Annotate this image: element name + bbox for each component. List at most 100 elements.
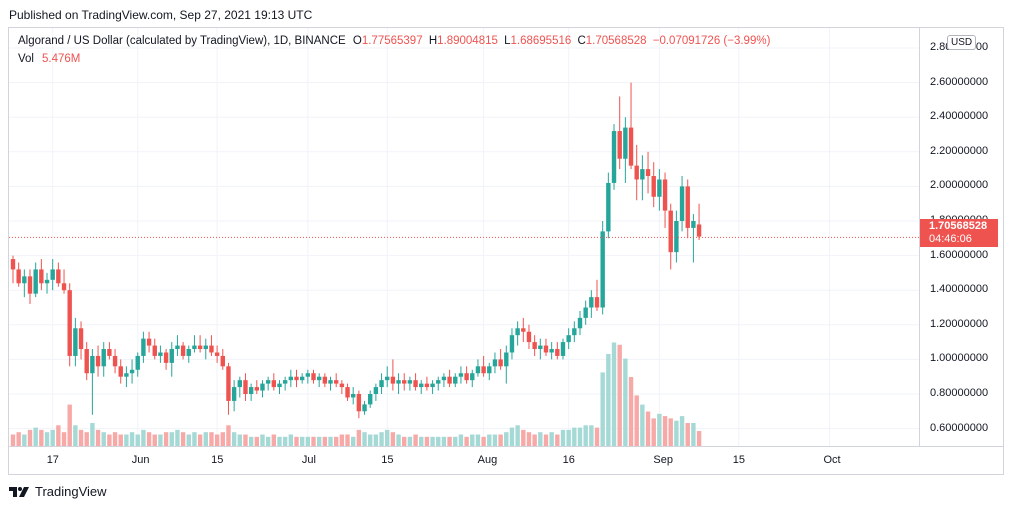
candle-body — [555, 349, 560, 356]
candlestick-chart[interactable] — [9, 28, 919, 446]
volume-bar — [679, 416, 685, 446]
price-pane[interactable] — [9, 28, 919, 446]
volume-bar — [572, 427, 577, 446]
candle-body — [345, 387, 350, 398]
candle-body — [640, 169, 645, 180]
candle-body — [107, 349, 112, 356]
volume-bar — [379, 432, 384, 446]
candle-body — [526, 331, 532, 343]
candle-body — [124, 373, 129, 377]
volume-bar — [532, 434, 537, 446]
candle-body — [685, 186, 690, 228]
symbol-legend: Algorand / US Dollar (calculated by Trad… — [18, 35, 770, 47]
candle-body — [322, 376, 328, 384]
candle-body — [509, 335, 515, 353]
volume-bar — [67, 404, 72, 446]
volume-bar — [299, 436, 305, 446]
volume-bar — [696, 431, 702, 446]
volume-bar — [430, 436, 435, 446]
price-tick-label: 2.60000000 — [930, 75, 989, 88]
candle-body — [662, 179, 668, 211]
volume-bar — [470, 434, 475, 446]
candle-body — [651, 176, 656, 197]
low-value: 1.68695516 — [510, 35, 572, 47]
volume-bar — [356, 429, 362, 446]
candle-body — [447, 376, 452, 384]
candle-body — [657, 179, 662, 197]
candle-body — [566, 335, 571, 343]
volume-bar — [10, 434, 16, 446]
volume-bar — [175, 429, 180, 446]
candle-body — [413, 380, 418, 388]
volume-bar — [333, 436, 339, 446]
time-axis[interactable] — [9, 446, 1003, 474]
time-tick-label: Aug — [477, 454, 498, 466]
volume-bar — [521, 429, 526, 446]
candle-body — [101, 349, 106, 367]
candle-body — [424, 383, 430, 388]
time-tick-label: 17 — [46, 454, 59, 466]
candle-body — [515, 328, 520, 336]
candle-body — [600, 231, 605, 308]
low-label: L — [504, 35, 511, 47]
volume-bar — [481, 436, 486, 446]
volume-bar — [402, 436, 407, 446]
price-tick-label: 0.80000000 — [930, 387, 989, 399]
candle-body — [617, 131, 622, 159]
price-tick-label: 2.00000000 — [930, 179, 989, 192]
candle-body — [118, 366, 123, 377]
symbol-title[interactable]: Algorand / US Dollar (calculated by Trad… — [18, 35, 346, 47]
candle-body — [464, 373, 469, 381]
volume-bar — [288, 434, 294, 446]
candle-body — [679, 186, 685, 221]
volume-bar — [390, 432, 396, 446]
currency-button[interactable]: USD — [947, 35, 977, 50]
candle-body — [356, 394, 362, 412]
candle-body — [260, 383, 265, 391]
candle-body — [691, 221, 696, 228]
time-tick-label: 15 — [381, 454, 394, 466]
candle-body — [16, 269, 21, 284]
candle-body — [294, 376, 299, 381]
volume-bar — [84, 432, 89, 446]
candle-body — [27, 276, 33, 294]
volume-bar — [475, 434, 481, 446]
candle-body — [90, 355, 95, 374]
candle-body — [436, 380, 441, 384]
candle-body — [209, 345, 214, 353]
time-tick-label: Jun — [131, 454, 150, 466]
volume-bar — [657, 413, 662, 446]
candle-body — [305, 373, 311, 377]
volume-bar — [214, 434, 220, 446]
candle-body — [430, 383, 435, 388]
tradingview-logo[interactable]: TradingView — [9, 484, 107, 499]
volume-bar — [623, 358, 628, 446]
candle-body — [487, 366, 492, 374]
volume-bar — [112, 432, 118, 446]
volume-bar — [634, 395, 639, 446]
volume-bar — [526, 432, 532, 446]
volume-bar — [101, 432, 106, 446]
candle-body — [577, 317, 583, 329]
volume-bar — [651, 418, 656, 446]
candle-body — [288, 376, 294, 381]
volume-bar — [691, 423, 696, 446]
volume-bar — [141, 429, 146, 446]
candle-body — [453, 376, 458, 384]
volume-bar — [305, 436, 311, 446]
volume-bar — [566, 429, 571, 446]
candle-body — [254, 387, 260, 391]
volume-bar — [73, 425, 78, 446]
volume-bar — [118, 434, 123, 446]
candle-body — [339, 383, 345, 388]
volume-bar — [78, 429, 84, 446]
volume-label[interactable]: Vol — [18, 53, 34, 65]
candle-body — [231, 387, 237, 401]
price-axis[interactable] — [919, 28, 1003, 446]
close-label: C — [577, 35, 586, 47]
volume-bar — [419, 436, 424, 446]
volume-bar — [95, 429, 101, 446]
open-value: 1.77565397 — [361, 35, 423, 47]
price-tick-label: 0.60000000 — [930, 421, 989, 434]
volume-bar — [248, 436, 254, 446]
